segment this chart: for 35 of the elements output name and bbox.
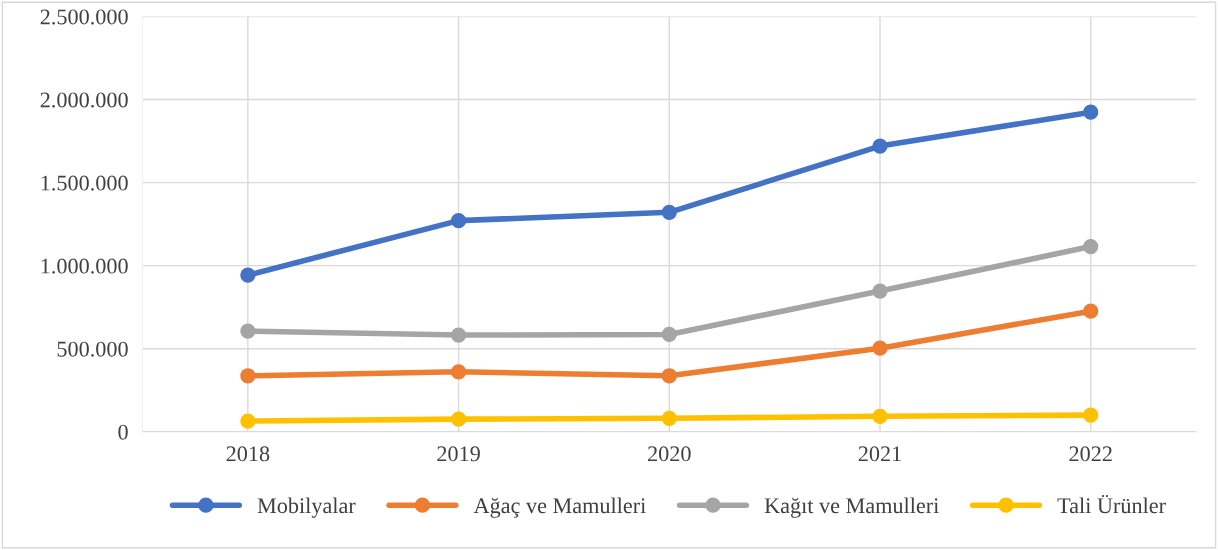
legend-label: Kağıt ve Mamulleri [764,497,939,518]
point [1083,303,1099,319]
point [450,364,467,380]
point [450,327,467,343]
point [1083,104,1099,120]
x-tick-label: 2022 [1069,446,1112,462]
point [661,368,677,384]
x-tick-label: 2018 [226,446,270,462]
point [661,326,677,343]
x-tick-label: 2019 [437,446,480,462]
point [1083,238,1099,255]
point [872,340,888,356]
point [450,411,467,427]
legend-label: Mobilyalar [257,497,356,518]
point [1083,407,1099,423]
point [240,413,256,429]
point [872,138,888,154]
y-tick-label: 1.000.000 [41,258,128,274]
point [872,283,888,299]
y-tick-label: 2.500.000 [40,9,128,25]
point [450,212,467,229]
point [240,267,256,283]
legend-label: Tali Ürünler [1057,494,1166,514]
y-tick-label: 500.000 [57,341,128,357]
point [661,204,677,220]
x-tick-label: 2020 [648,446,691,462]
legend-label: Ağaç ve Mamulleri [473,497,646,518]
point [240,323,256,339]
point [872,408,888,424]
y-tick-label: 1.500.000 [41,175,128,191]
y-tick-label: 2.000.000 [40,92,128,108]
y-tick-label: 0 [118,424,128,440]
x-tick-label: 2021 [858,446,901,462]
point [661,410,677,426]
point [240,368,256,384]
